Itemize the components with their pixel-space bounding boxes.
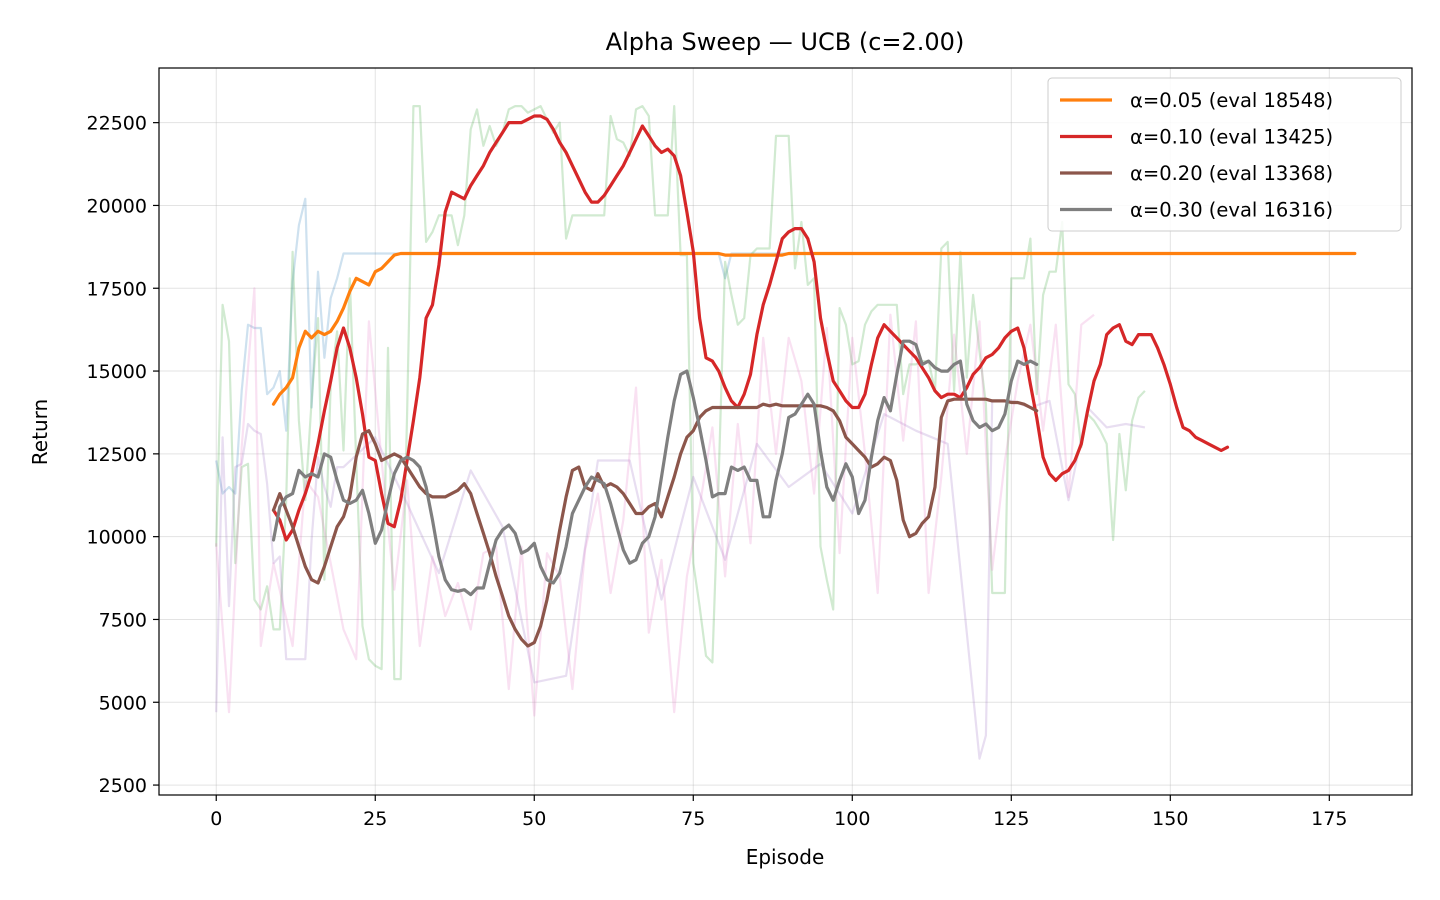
x-tick-label: 125 [993, 808, 1029, 830]
series-line-3 [271, 339, 1039, 597]
x-tick-label: 100 [834, 808, 870, 830]
series-line-2 [271, 397, 1039, 648]
y-tick-label: 12500 [87, 444, 147, 466]
y-axis-label: Return [28, 399, 52, 465]
legend-label-3: α=0.30 (eval 16316) [1130, 199, 1333, 222]
x-tick-label: 175 [1311, 808, 1347, 830]
y-tick-label: 20000 [87, 195, 147, 217]
raw-series-line [215, 197, 1355, 495]
chart-title: Alpha Sweep — UCB (c=2.00) [606, 28, 965, 56]
plot-frame [158, 67, 1413, 796]
series-line-1 [271, 114, 1230, 542]
y-tick-label: 15000 [87, 361, 147, 383]
y-tick-label: 17500 [87, 278, 147, 300]
legend: α=0.05 (eval 18548) α=0.10 (eval 13425) α=… [1047, 77, 1402, 232]
raw-series-line [215, 399, 1146, 760]
y-tick-label: 5000 [99, 692, 147, 714]
legend-box [1047, 77, 1402, 232]
legend-label-1: α=0.10 (eval 13425) [1130, 126, 1333, 149]
axis-ticks: 0 25 50 75 100 125 150 175 2500 5000 7500 10000 1250… [87, 113, 1348, 830]
y-tick-label: 7500 [99, 609, 147, 631]
x-tick-label: 0 [210, 808, 222, 830]
legend-label-2: α=0.20 (eval 13368) [1130, 162, 1333, 185]
x-axis-label: Episode [746, 845, 825, 869]
y-tick-label: 10000 [87, 527, 147, 549]
y-tick-label: 2500 [99, 775, 147, 797]
legend-label-0: α=0.05 (eval 18548) [1130, 89, 1333, 112]
series-lines [271, 114, 1357, 648]
x-tick-label: 25 [363, 808, 387, 830]
x-tick-label: 50 [522, 808, 546, 830]
x-tick-label: 75 [681, 808, 705, 830]
x-tick-label: 150 [1152, 808, 1188, 830]
y-tick-label: 22500 [87, 113, 147, 135]
series-line-0 [271, 251, 1357, 406]
